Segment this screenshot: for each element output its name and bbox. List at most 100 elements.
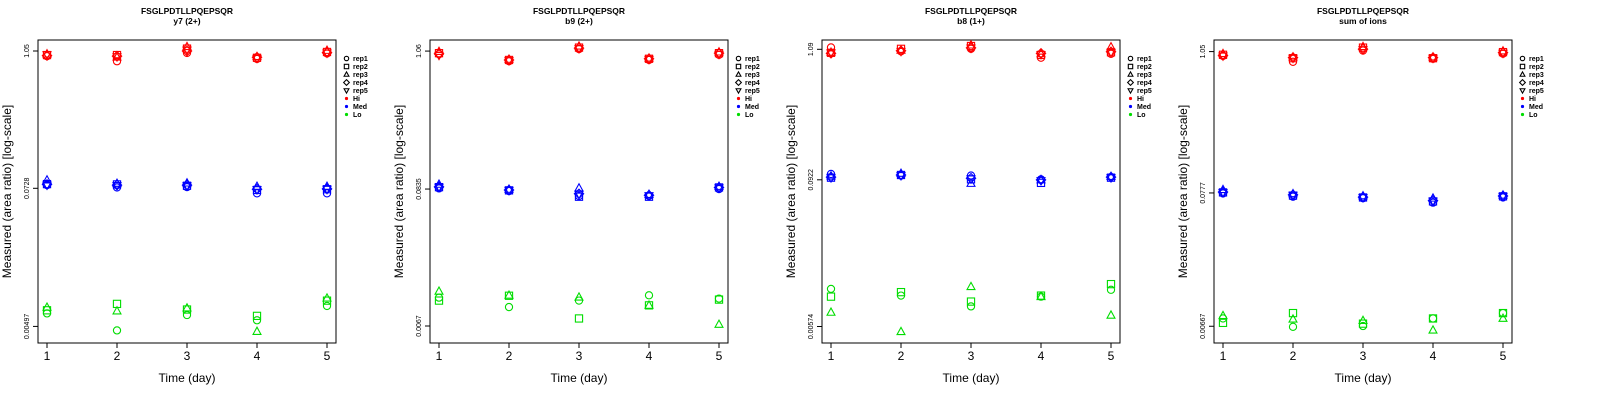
x-tick-label: 5 [324,349,331,363]
data-point [826,43,836,52]
legend-label: rep2 [745,64,760,71]
legend-marker [1520,96,1525,101]
x-tick-label: 4 [1430,349,1437,363]
data-point [434,183,444,193]
legend-marker [1520,104,1525,109]
data-point [714,181,724,190]
y-tick-label: 0.00497 [24,314,31,339]
legend-label: rep4 [1529,80,1544,87]
data-point [1036,48,1046,58]
data-point [1106,171,1116,181]
y-axis-label: Measured (area ratio) [log-scale] [392,105,406,278]
legend-marker [343,55,350,62]
data-point [1358,315,1368,325]
data-point [1288,308,1298,318]
series-lo [826,279,1116,336]
data-point [182,310,192,320]
x-tick-label: 3 [184,349,191,363]
series-hi [41,41,333,66]
chart-subtitle: b8 (1+) [957,16,985,26]
data-point [504,302,514,312]
legend-marker [734,78,743,87]
x-axis-label: Time (day) [551,371,608,385]
data-point [574,45,584,55]
data-point [1036,50,1046,60]
legend-label: rep5 [745,88,760,95]
data-point [896,172,906,181]
legend-label: rep4 [353,80,368,87]
chart-title: FSGLPDTLLPQEPSQR [925,6,1017,16]
y-axis-label: Measured (area ratio) [log-scale] [1176,105,1190,278]
data-point [504,53,514,63]
data-point [252,311,262,321]
data-point [434,285,444,295]
x-axis-label: Time (day) [943,371,1000,385]
y-tick-label: 0.00574 [808,314,815,339]
data-point [714,184,724,194]
data-point [1498,312,1508,322]
legend-marker [735,88,742,95]
legend-marker [344,112,349,117]
data-point [966,175,976,185]
x-tick-label: 2 [506,349,513,363]
data-point [714,50,724,60]
data-point [1428,324,1438,334]
y-tick-label: 0.0835 [416,178,423,200]
data-point [896,47,906,57]
legend-label: rep1 [1529,56,1544,63]
legend-label: Hi [353,96,360,103]
data-point [1498,308,1508,318]
data-point [252,326,262,335]
series-lo [42,292,332,335]
series-med [1217,184,1509,207]
data-point [252,186,262,196]
legend-label: Med [353,104,367,111]
legend-marker [1520,112,1525,117]
legend-label: Med [1529,104,1543,111]
data-point [1428,51,1438,61]
legend-label: rep5 [1529,88,1544,95]
legend-marker [735,70,742,77]
legend-label: rep5 [1137,88,1152,95]
chart-title: FSGLPDTLLPQEPSQR [1317,6,1409,16]
series-hi [433,40,725,67]
x-tick-label: 1 [44,349,51,363]
data-point [434,293,444,302]
data-point [574,192,584,201]
data-point [1218,188,1228,198]
data-point [1218,318,1228,328]
data-point [1288,51,1298,61]
data-point [182,41,192,51]
data-point [1218,52,1228,62]
data-point [1428,314,1438,323]
legend-marker [1127,70,1134,77]
x-tick-label: 5 [1108,349,1115,363]
legend-label: rep4 [745,80,760,87]
series-hi [1217,41,1509,66]
data-point [1498,192,1508,202]
legend-marker [343,70,350,77]
legend-label: Med [745,104,759,111]
data-point [896,44,906,54]
legend-marker [1127,55,1134,62]
data-point [1428,54,1438,64]
data-point [504,57,514,67]
data-point [434,51,444,61]
y-tick-label: 1.05 [24,44,31,58]
data-point [644,55,654,65]
y-tick-label: 0.0777 [1200,182,1207,204]
legend-marker [736,112,741,117]
legend-marker [736,96,741,101]
data-point [644,189,654,198]
data-point [574,314,584,323]
data-point [826,284,836,294]
legend-label: Hi [745,96,752,103]
data-point [714,295,724,304]
x-tick-label: 1 [436,349,443,363]
data-point [112,181,122,191]
data-point [112,53,122,63]
